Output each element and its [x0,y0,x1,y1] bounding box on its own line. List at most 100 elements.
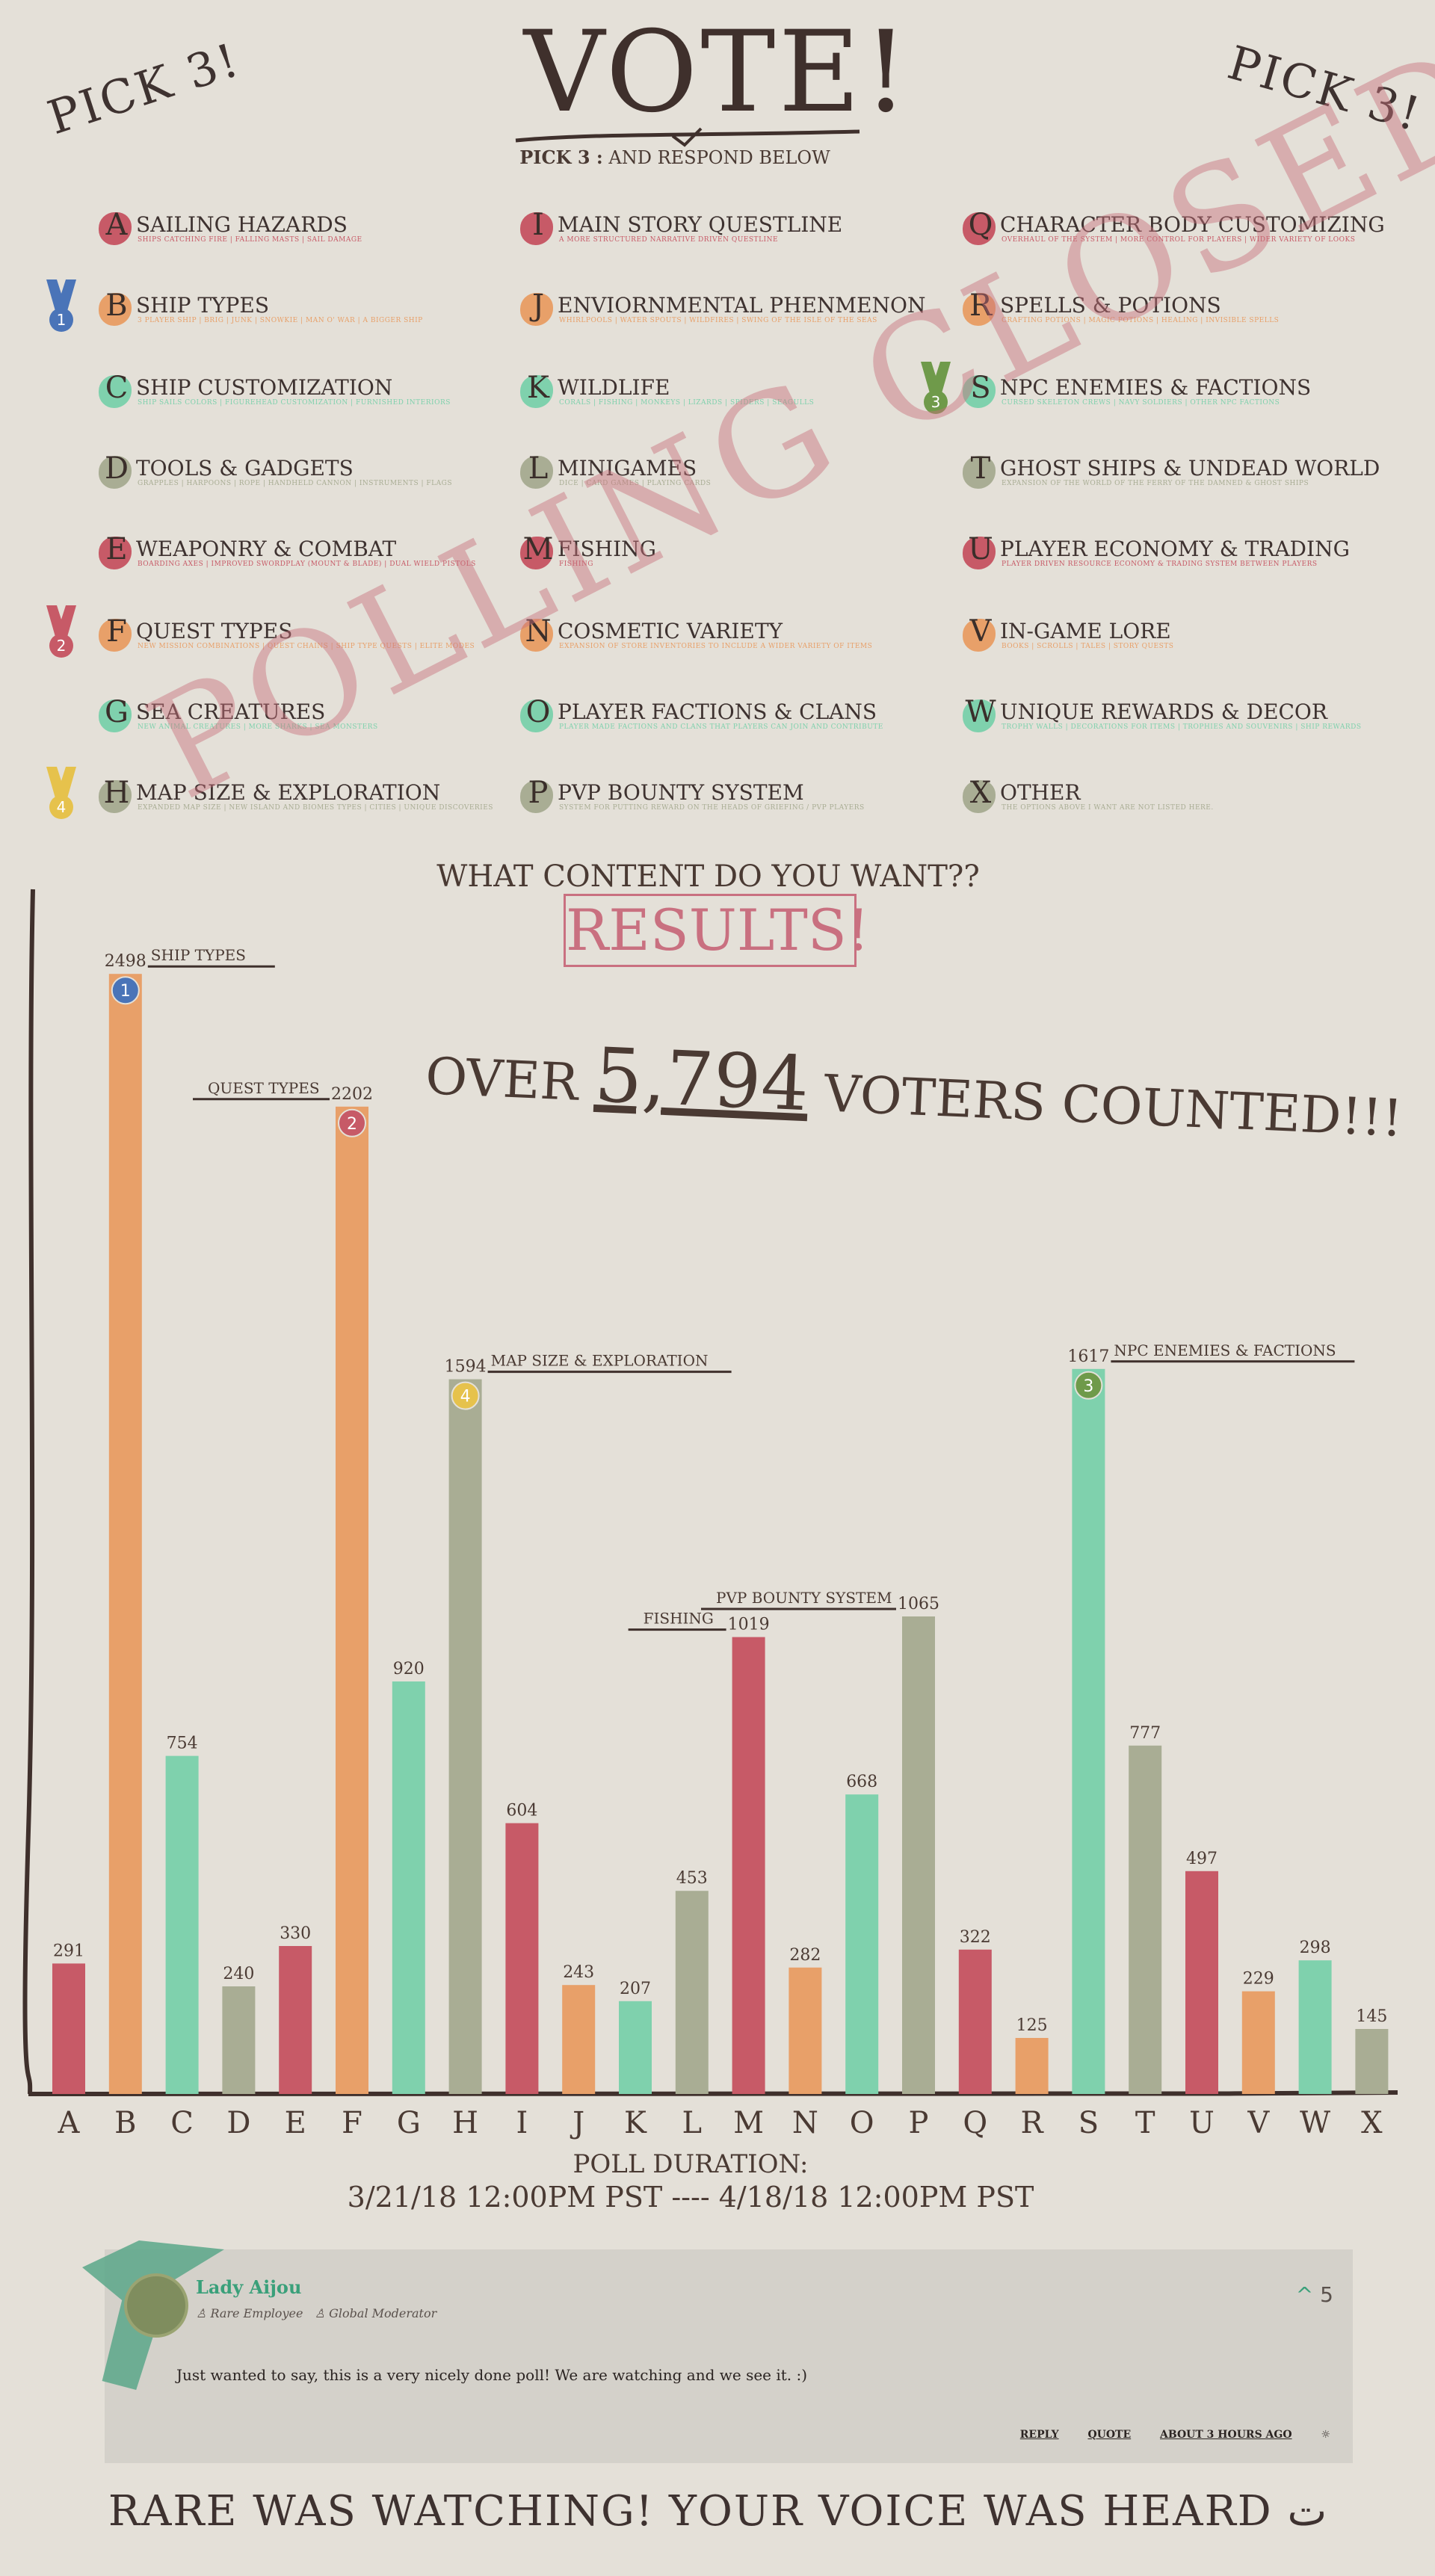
annotation-label: QUEST TYPES [208,1079,320,1097]
tick-label: Q [963,2106,987,2140]
option-blob [520,780,553,813]
option-letter: E [105,532,128,566]
option-a: A SAILING HAZARDS SHIPS CATCHING FIRE | FA… [99,208,540,254]
option-k: K WILDLIFE CORALS | FISHING | MONKEYS | LI… [520,371,961,417]
results-chart: 291 A 2498 B 754 C 240 D 330 E 2202 F 920 G 1594 H 604 I 2… [22,889,1398,2140]
bar-o [845,1794,879,2094]
smile-icon: ت [1287,2487,1327,2536]
option-desc: SHIPS CATCHING FIRE | FALLING MASTS | SA… [138,236,362,244]
bar-t [1129,1745,1162,2094]
option-name: MAIN STORY QUESTLINE [558,212,843,237]
option-letter: D [104,451,129,486]
medal-ribbon [46,767,76,798]
option-o: O PLAYER FACTIONS & CLANS PLAYER MADE FACT… [520,695,961,741]
moderator-comment: Lady Aijou ♙ Rare Employee ♙ Global Mode… [82,2240,1353,2463]
bar-b [108,974,142,2094]
option-desc: WHIRLPOOLS | WATER SPOUTS | WILDFIRES | … [559,317,877,324]
data-label: 497 [1186,1850,1218,1868]
subtitle-rest: AND RESPOND BELOW [608,147,830,168]
medal-rank: 2 [49,634,73,658]
option-t: T GHOST SHIPS & UNDEAD WORLD EXPANSION OF … [963,451,1404,498]
rank-badge-label: 3 [1083,1377,1093,1396]
option-name: MAP SIZE & EXPLORATION [136,780,441,805]
option-letter: K [527,371,549,405]
option-desc: DICE | CARD GAMES | PLAYING CARDS [559,480,712,487]
data-label: 229 [1243,1970,1274,1989]
data-label: 330 [280,1924,311,1943]
option-name: PLAYER ECONOMY & TRADING [1000,537,1350,561]
option-blob [520,375,553,408]
option-desc: BOOKS | SCROLLS | TALES | STORY QUESTS [1002,643,1174,650]
avatar[interactable] [124,2273,188,2338]
option-letter: O [525,695,551,729]
data-label: 920 [393,1660,425,1678]
option-desc: SHIP SAILS COLORS | FIGUREHEAD CUSTOMIZA… [138,399,451,407]
option-blob [520,456,553,489]
comment-actions: REPLY QUOTE ABOUT 3 HOURS AGO ☼ [995,2429,1330,2441]
rank-medal-icon: 1 [42,279,81,339]
tick-label: M [733,2106,764,2140]
option-blob [520,619,553,652]
option-blob [99,293,132,326]
comment-username[interactable]: Lady Aijou [196,2276,302,2298]
footer-text: RARE WAS WATCHING! YOUR VOICE WAS HEARD [108,2487,1273,2536]
bar-x [1355,2029,1389,2094]
data-label: 145 [1356,2007,1387,2026]
tick-label: A [58,2106,81,2140]
option-name: QUEST TYPES [136,619,293,643]
quote-link[interactable]: QUOTE [1087,2429,1132,2441]
upvote-icon[interactable]: ^ [1295,2282,1314,2307]
option-name: OTHER [1000,780,1081,805]
option-name: SAILING HAZARDS [136,212,348,237]
option-desc: GRAPPLES | HARPOONS | ROPE | HANDHELD CA… [138,480,452,487]
option-name: FISHING [558,537,657,561]
option-name: WEAPONRY & COMBAT [136,537,397,561]
medal-rank: 4 [49,795,73,819]
bar-p [902,1616,935,2094]
option-letter: T [970,451,991,486]
tick-label: N [792,2106,818,2140]
tick-label: E [285,2106,306,2140]
option-letter: C [105,371,129,405]
option-name: ENVIORNMENTAL PHENMENON [558,293,926,318]
option-f: F QUEST TYPES NEW MISSION COMBINATIONS | Q… [99,614,540,661]
option-blob [99,456,132,489]
timestamp-link[interactable]: ABOUT 3 HOURS AGO [1160,2429,1292,2441]
option-desc: EXPANSION OF THE WORLD OF THE FERRY OF T… [1002,480,1309,487]
option-b: B SHIP TYPES 3 PLAYER SHIP | BRIG | JUNK |… [99,288,540,335]
option-blob [99,537,132,569]
rank-badge [451,1381,480,1410]
bar-n [789,1967,822,2094]
upvote-count[interactable]: ^ 5 [1296,2282,1333,2307]
option-blob [963,293,996,326]
data-label: 604 [506,1802,537,1820]
tick-label: D [226,2106,250,2140]
tick-label: S [1078,2106,1099,2140]
option-letter: P [528,776,549,810]
option-letter: V [969,614,992,649]
option-blob [99,375,132,408]
bar-w [1298,1960,1332,2094]
reply-link[interactable]: REPLY [1019,2429,1059,2441]
data-label: 453 [676,1869,708,1888]
data-label: 2498 [105,952,146,971]
data-label: 243 [563,1963,594,1982]
footer-message: RARE WAS WATCHING! YOUR VOICE WAS HEARD … [0,2487,1435,2536]
title-underline [515,127,860,147]
voters-count: 5,794 [593,1031,811,1128]
option-blob [520,293,553,326]
bar-q [958,1949,992,2094]
data-label: 777 [1129,1724,1161,1743]
tick-label: O [850,2106,874,2140]
option-desc: PLAYER DRIVEN RESOURCE ECONOMY & TRADING… [1002,560,1318,568]
data-label: 240 [223,1965,254,1983]
subtitle: PICK 3 : AND RESPOND BELOW [0,146,1350,168]
tick-label: G [397,2106,421,2140]
rank-badge-label: 4 [460,1388,471,1406]
option-letter: X [969,776,992,810]
option-letter: S [970,371,991,405]
option-blob [99,699,132,732]
option-w: W UNIQUE REWARDS & DECOR TROPHY WALLS | DE… [963,695,1404,741]
settings-icon[interactable]: ☼ [1321,2429,1330,2441]
option-letter: R [969,288,993,323]
